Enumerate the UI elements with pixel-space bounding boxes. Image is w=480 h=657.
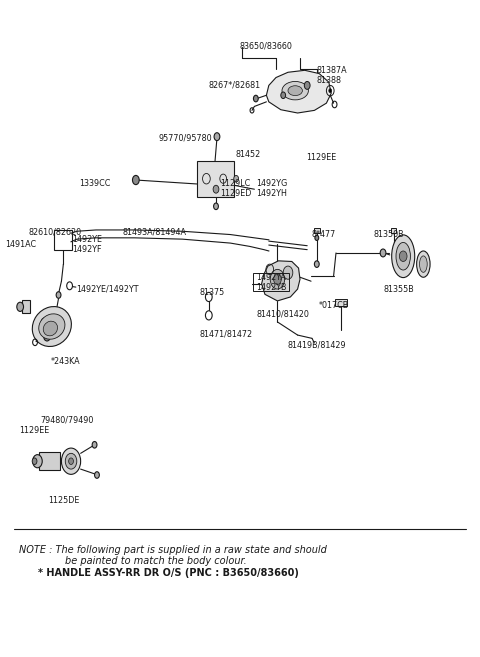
Text: 81375: 81375	[199, 288, 225, 297]
Text: * HANDLE ASSY-RR DR O/S (PNC : B3650/83660): * HANDLE ASSY-RR DR O/S (PNC : B3650/836…	[38, 568, 299, 578]
Circle shape	[92, 442, 97, 448]
Bar	[391, 228, 396, 233]
Text: 82610/82620: 82610/82620	[29, 227, 82, 237]
Circle shape	[380, 249, 386, 257]
Text: 8267*/82681: 8267*/82681	[209, 81, 261, 90]
Text: 8*477: 8*477	[312, 230, 336, 239]
Ellipse shape	[43, 321, 58, 336]
Circle shape	[65, 453, 77, 469]
Circle shape	[315, 235, 319, 240]
Text: 1125DE: 1125DE	[48, 496, 79, 505]
Text: 1129LC: 1129LC	[220, 179, 250, 189]
Circle shape	[132, 175, 139, 185]
Polygon shape	[262, 261, 300, 301]
Circle shape	[399, 251, 407, 261]
Text: 1492YH: 1492YH	[256, 189, 287, 198]
Circle shape	[253, 95, 258, 102]
Text: 81471/81472: 81471/81472	[199, 329, 252, 338]
Text: 83650/83660: 83650/83660	[240, 41, 293, 51]
Ellipse shape	[392, 235, 415, 278]
Bar	[39, 452, 60, 470]
Circle shape	[17, 302, 24, 311]
Text: 81387A: 81387A	[317, 66, 348, 75]
Text: 81410/81420: 81410/81420	[256, 309, 309, 319]
Text: 81355B: 81355B	[384, 284, 415, 294]
Circle shape	[32, 458, 37, 464]
Circle shape	[214, 203, 218, 210]
Circle shape	[314, 261, 319, 267]
Text: *243KA: *243KA	[50, 357, 80, 366]
Circle shape	[61, 448, 81, 474]
Text: 1492YG: 1492YG	[256, 179, 287, 189]
Ellipse shape	[420, 256, 427, 273]
Bar	[54, 230, 72, 250]
Circle shape	[213, 185, 219, 193]
Text: 81419B/81429: 81419B/81429	[287, 340, 346, 350]
Circle shape	[95, 472, 99, 478]
Bar	[314, 228, 320, 233]
Circle shape	[270, 269, 285, 289]
Circle shape	[205, 311, 212, 320]
Ellipse shape	[417, 251, 430, 277]
Circle shape	[329, 89, 332, 93]
Text: 1492YE: 1492YE	[72, 235, 102, 244]
Text: 95770/95780: 95770/95780	[158, 133, 212, 143]
Text: 81388: 81388	[317, 76, 342, 85]
Circle shape	[205, 292, 212, 302]
Text: 1339CC: 1339CC	[79, 179, 110, 189]
Bar	[22, 300, 30, 313]
Bar	[335, 299, 347, 306]
Text: 79480/79490: 79480/79490	[41, 416, 94, 425]
Text: 1129EE: 1129EE	[19, 426, 49, 436]
Text: 1129EE: 1129EE	[306, 153, 336, 162]
Ellipse shape	[288, 86, 302, 96]
Circle shape	[274, 274, 281, 284]
Text: 1492YF: 1492YF	[72, 244, 101, 254]
Text: 81493A/81494A: 81493A/81494A	[122, 227, 186, 237]
Text: 81452: 81452	[235, 150, 261, 159]
Text: NOTE : The following part is supplied in a raw state and should: NOTE : The following part is supplied in…	[19, 545, 327, 555]
Circle shape	[44, 332, 50, 341]
Circle shape	[281, 92, 286, 99]
Circle shape	[56, 292, 61, 298]
Polygon shape	[266, 70, 331, 113]
Ellipse shape	[32, 307, 72, 346]
Circle shape	[69, 458, 73, 464]
Text: *017CB: *017CB	[319, 301, 349, 310]
Text: 81350B: 81350B	[373, 230, 404, 239]
Bar	[253, 273, 289, 291]
Circle shape	[214, 133, 220, 141]
Text: 1492YB: 1492YB	[256, 283, 287, 292]
Circle shape	[234, 175, 239, 182]
Ellipse shape	[396, 242, 410, 270]
Text: 1492YA: 1492YA	[256, 273, 286, 282]
Text: 1492YE/1492YT: 1492YE/1492YT	[76, 284, 138, 294]
Ellipse shape	[39, 314, 65, 339]
Ellipse shape	[282, 81, 308, 100]
Text: 1129ED: 1129ED	[220, 189, 251, 198]
Circle shape	[304, 81, 310, 89]
Circle shape	[283, 266, 293, 279]
Text: 1491AC: 1491AC	[5, 240, 36, 249]
Text: be painted to match the body colour.: be painted to match the body colour.	[65, 556, 247, 566]
Circle shape	[67, 282, 72, 290]
Circle shape	[33, 455, 42, 468]
Bar	[197, 161, 234, 197]
